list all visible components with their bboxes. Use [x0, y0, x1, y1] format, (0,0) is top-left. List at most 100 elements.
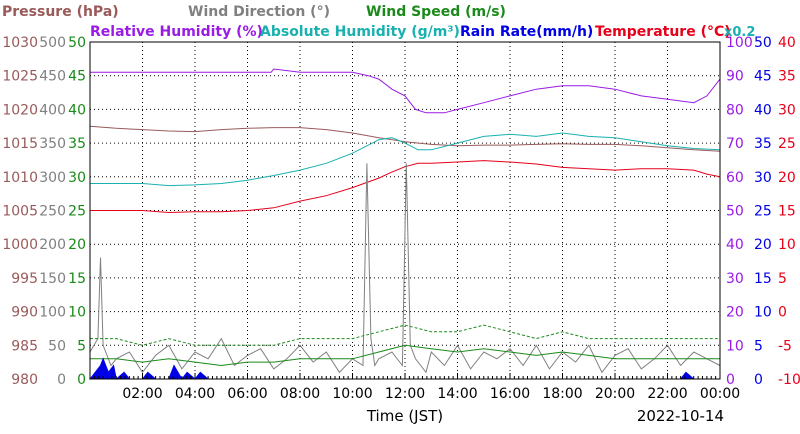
axis-ticks: 02:00 04:00 06:00 08:00 10:00 12:00 14:00 16:00…: [2, 35, 800, 402]
y-tick-label-relative-humidity: 30: [726, 271, 744, 287]
scale-note: x0.2: [724, 25, 755, 40]
series-line-relative-humidity: [90, 68, 721, 114]
y-tick-label-wind-speed: 15: [68, 271, 86, 287]
x-tick-label: 12:00: [385, 386, 425, 402]
x-axis-label: Time (JST): [366, 407, 443, 425]
y-tick-label-pressure: 1030: [2, 35, 38, 51]
y-tick-label-pressure: 1025: [2, 69, 38, 85]
y-tick-label-wind-direction: 400: [39, 102, 66, 118]
y-tick-label-wind-direction: 150: [39, 271, 66, 287]
y-tick-label-temperature: 30: [778, 102, 796, 118]
series-line-temperature: [90, 160, 721, 214]
y-tick-label-wind-speed: 35: [68, 136, 86, 152]
series-lines: [88, 68, 721, 380]
y-tick-label-pressure: 980: [11, 372, 38, 388]
y-tick-label-wind-direction: 100: [39, 305, 66, 321]
x-tick-label: 10:00: [332, 386, 372, 402]
y-tick-label-wind-speed: 5: [77, 338, 86, 354]
series-line-absolute-humidity: [90, 132, 721, 187]
y-tick-label-wind-direction: 300: [39, 170, 66, 186]
y-tick-label-wind-speed: 10: [68, 305, 86, 321]
y-tick-label-pressure: 1010: [2, 170, 38, 186]
y-tick-label-temperature: 15: [778, 204, 796, 220]
y-tick-label-rain-rate: 30: [754, 170, 772, 186]
series-line-wind-speed-max: [90, 324, 720, 346]
y-tick-label-rain-rate: 35: [754, 136, 772, 152]
legend-temperature: Temperature (°C): [595, 24, 731, 40]
y-tick-label-temperature: 10: [778, 237, 796, 253]
y-tick-label-rain-rate: 20: [754, 237, 772, 253]
y-tick-label-wind-speed: 40: [68, 102, 86, 118]
y-tick-label-temperature: 20: [778, 170, 796, 186]
y-tick-label-wind-direction: 0: [57, 372, 66, 388]
y-tick-label-relative-humidity: 10: [726, 338, 744, 354]
y-tick-label-pressure: 985: [11, 338, 38, 354]
y-tick-label-pressure: 1015: [2, 136, 38, 152]
legend-pressure: Pressure (hPa): [2, 4, 119, 20]
y-tick-label-wind-direction: 450: [39, 69, 66, 85]
y-tick-label-wind-speed: 30: [68, 170, 86, 186]
y-tick-label-wind-speed: 45: [68, 69, 86, 85]
legend-wind-direction: Wind Direction (°): [188, 4, 330, 20]
y-tick-label-wind-speed: 0: [77, 372, 86, 388]
y-tick-label-pressure: 990: [11, 305, 38, 321]
y-tick-label-wind-direction: 50: [48, 338, 66, 354]
y-tick-label-rain-rate: 15: [754, 271, 772, 287]
y-tick-label-temperature: -10: [778, 372, 800, 388]
y-tick-label-rain-rate: 40: [754, 102, 772, 118]
legend-absolute-humidity: Absolute Humidity (g/m³): [260, 24, 460, 40]
y-tick-label-rain-rate: 0: [754, 372, 763, 388]
y-tick-label-pressure: 1005: [2, 204, 38, 220]
y-tick-label-wind-direction: 500: [39, 35, 66, 51]
y-tick-label-temperature: 5: [778, 271, 787, 287]
y-tick-label-wind-direction: 350: [39, 136, 66, 152]
y-tick-label-wind-speed: 20: [68, 237, 86, 253]
x-tick-label: 00:00: [700, 386, 740, 402]
y-tick-label-temperature: -5: [778, 338, 792, 354]
x-tick-label: 06:00: [227, 386, 267, 402]
x-tick-label: 16:00: [490, 386, 530, 402]
y-tick-label-temperature: 25: [778, 136, 796, 152]
y-tick-label-wind-speed: 25: [68, 204, 86, 220]
y-tick-label-relative-humidity: 0: [726, 372, 735, 388]
y-tick-label-rain-rate: 45: [754, 69, 772, 85]
series-line-wind-speed: [90, 344, 720, 367]
y-tick-label-relative-humidity: 100: [726, 35, 753, 51]
y-tick-label-pressure: 995: [11, 271, 38, 287]
x-tick-label: 14:00: [437, 386, 477, 402]
y-tick-label-wind-direction: 200: [39, 237, 66, 253]
x-tick-label: 08:00: [280, 386, 320, 402]
y-tick-label-rain-rate: 10: [754, 305, 772, 321]
legend-rain-rate: Rain Rate(mm/h): [460, 24, 593, 40]
y-tick-label-rain-rate: 5: [754, 338, 763, 354]
y-tick-label-relative-humidity: 60: [726, 170, 744, 186]
x-tick-label: 20:00: [595, 386, 635, 402]
y-tick-label-rain-rate: 50: [754, 35, 772, 51]
y-tick-label-rain-rate: 25: [754, 204, 772, 220]
grid-lines: [90, 42, 720, 379]
y-tick-label-relative-humidity: 80: [726, 102, 744, 118]
y-tick-label-temperature: 35: [778, 69, 796, 85]
y-tick-label-pressure: 1020: [2, 102, 38, 118]
y-tick-label-temperature: 0: [778, 305, 787, 321]
y-tick-label-relative-humidity: 90: [726, 69, 744, 85]
legend-relative-humidity: Relative Humidity (%): [90, 24, 263, 40]
x-tick-label: 18:00: [542, 386, 582, 402]
x-tick-label: 22:00: [647, 386, 687, 402]
x-tick-label: 02:00: [122, 386, 162, 402]
y-tick-label-pressure: 1000: [2, 237, 38, 253]
y-tick-label-wind-speed: 50: [68, 35, 86, 51]
legend-wind-speed: Wind Speed (m/s): [366, 4, 506, 20]
y-tick-label-relative-humidity: 50: [726, 204, 744, 220]
x-tick-label: 04:00: [175, 386, 215, 402]
series-line-rain-rate: [88, 357, 696, 380]
chart-date: 2022-10-14: [637, 407, 724, 425]
y-tick-label-wind-direction: 250: [39, 204, 66, 220]
y-tick-label-relative-humidity: 70: [726, 136, 744, 152]
series-line-wind-direction: [89, 163, 721, 374]
y-tick-label-relative-humidity: 40: [726, 237, 744, 253]
y-tick-label-relative-humidity: 20: [726, 305, 744, 321]
series-line-pressure: [89, 125, 721, 152]
y-tick-label-temperature: 40: [778, 35, 796, 51]
